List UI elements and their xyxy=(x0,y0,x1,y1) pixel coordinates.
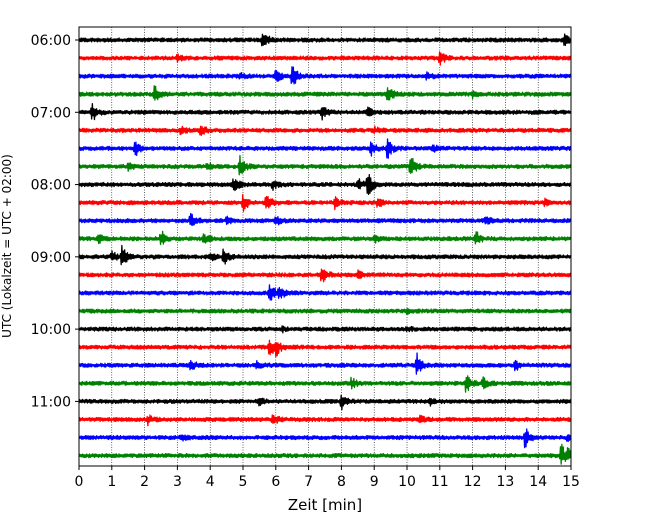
trace-row xyxy=(78,443,572,465)
y-tick-label: 11:00 xyxy=(31,394,71,410)
trace-row xyxy=(78,325,572,334)
plot-frame xyxy=(78,26,572,467)
trace-row xyxy=(78,352,572,375)
trace-row xyxy=(78,85,572,101)
x-tick-label: 15 xyxy=(562,474,580,490)
y-tick-label: 08:00 xyxy=(31,178,71,194)
x-tick-label: 13 xyxy=(496,474,514,490)
trace-row xyxy=(78,307,572,316)
trace-row xyxy=(78,51,572,66)
trace-row xyxy=(78,138,572,159)
trace-row xyxy=(78,193,572,212)
trace-row xyxy=(78,268,572,283)
trace-row xyxy=(78,66,572,85)
trace-row xyxy=(78,375,572,393)
grid-lines xyxy=(111,27,539,466)
x-tick-label: 4 xyxy=(206,474,215,490)
trace-row xyxy=(78,244,572,266)
y-tick-label: 07:00 xyxy=(31,105,71,121)
x-tick-label: 1 xyxy=(107,474,116,490)
trace-row xyxy=(78,230,572,246)
trace-row xyxy=(78,33,572,47)
x-tick-label: 3 xyxy=(173,474,182,490)
trace-row xyxy=(78,102,572,121)
y-axis-ticks: 06:00 07:00 08:00 09:00 10:00 11:00 xyxy=(31,33,79,410)
x-tick-label: 10 xyxy=(398,474,416,490)
trace-row xyxy=(78,212,572,227)
x-tick-label: 11 xyxy=(431,474,449,490)
x-tick-label: 12 xyxy=(464,474,482,490)
trace-row xyxy=(78,154,572,176)
y-tick-label: 09:00 xyxy=(31,250,71,266)
trace-lines xyxy=(78,33,572,465)
x-tick-label: 5 xyxy=(239,474,248,490)
y-axis-label: UTC (Lokalzeit = UTC + 02:00) xyxy=(0,154,14,338)
trace-row xyxy=(78,284,572,301)
y-tick-label: 06:00 xyxy=(31,33,71,49)
x-tick-label: 0 xyxy=(75,474,84,490)
x-tick-label: 14 xyxy=(529,474,547,490)
x-tick-label: 7 xyxy=(304,474,313,490)
x-axis-label: Zeit [min] xyxy=(288,496,362,514)
trace-row xyxy=(78,173,572,196)
trace-row xyxy=(78,428,572,449)
x-tick-label: 2 xyxy=(140,474,149,490)
x-tick-label: 8 xyxy=(337,474,346,490)
trace-row xyxy=(78,414,572,427)
x-tick-label: 6 xyxy=(271,474,280,490)
y-tick-label: 10:00 xyxy=(31,322,71,338)
trace-row xyxy=(78,339,572,358)
x-axis-ticks: 0 1 2 3 4 5 6 7 8 9 10 11 12 13 14 15 xyxy=(75,466,580,490)
trace-row xyxy=(78,394,572,411)
x-tick-label: 9 xyxy=(370,474,379,490)
trace-row xyxy=(78,125,572,137)
